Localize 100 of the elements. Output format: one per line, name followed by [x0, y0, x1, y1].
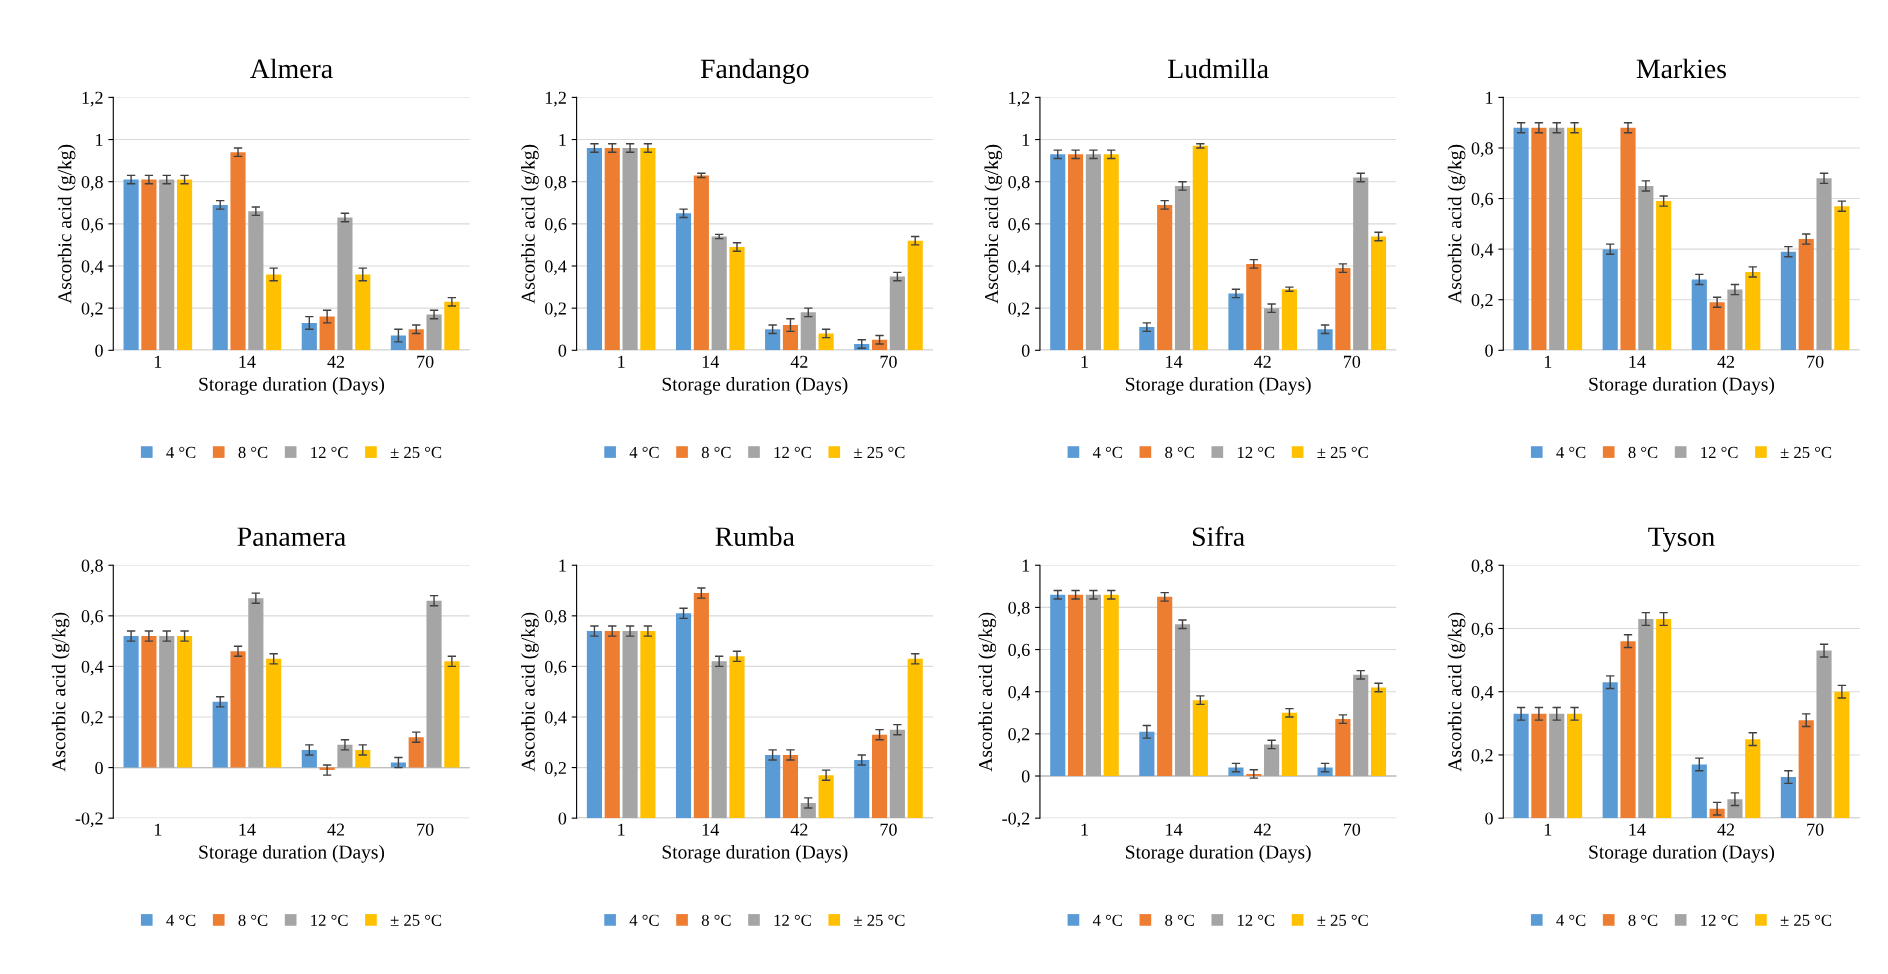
- y-tick-label: 0,8: [1471, 559, 1493, 575]
- bar: [1139, 731, 1155, 777]
- x-tick-label: 42: [1254, 355, 1271, 368]
- bar: [675, 613, 692, 819]
- bar: [176, 636, 193, 768]
- x-tick-label: 14: [702, 823, 720, 836]
- y-tick-label: 0,8: [1008, 175, 1030, 191]
- legend-label: 12 °C: [311, 914, 348, 926]
- bar: [301, 322, 317, 351]
- bar: [337, 217, 353, 351]
- x-axis-title: Storage duration (Days): [1589, 377, 1775, 395]
- y-axis-title: Ascorbic acid (g/kg): [978, 612, 997, 772]
- x-tick-label: 1: [618, 355, 625, 368]
- bar: [729, 656, 745, 819]
- legend-label: ± 25 °C: [390, 446, 442, 459]
- y-tick-label: 0: [1021, 344, 1030, 357]
- legend-label: 4 °C: [1092, 914, 1122, 926]
- bar: [1602, 682, 1618, 819]
- bar: [1085, 154, 1101, 351]
- legend-label: 4 °C: [1556, 914, 1586, 926]
- legend-label: 4 °C: [166, 446, 196, 459]
- bar: [693, 593, 709, 819]
- y-tick-label: 1: [559, 133, 566, 146]
- y-tick-label: 0,2: [545, 761, 566, 777]
- bar: [1745, 739, 1761, 819]
- legend-label: 12 °C: [1237, 914, 1275, 926]
- y-tick-label: 1: [96, 133, 103, 146]
- bar: [1691, 764, 1707, 819]
- bar: [1727, 289, 1743, 351]
- x-tick-label: 1: [1544, 823, 1552, 836]
- bar: [1549, 713, 1565, 819]
- y-tick-label: 0: [1485, 812, 1493, 825]
- legend-label: 12 °C: [774, 914, 811, 926]
- bar: [1335, 268, 1351, 351]
- bar: [230, 651, 246, 768]
- y-tick-label: 0,4: [1471, 685, 1494, 701]
- chart-title: Tyson: [1648, 527, 1715, 552]
- bar: [1566, 713, 1583, 819]
- bar: [586, 631, 602, 819]
- legend-label: 8 °C: [238, 914, 268, 926]
- bar: [248, 211, 264, 351]
- bar: [301, 749, 317, 768]
- bar: [1549, 127, 1565, 351]
- bar: [871, 734, 888, 819]
- y-tick-label: 0: [95, 344, 103, 357]
- bar: [248, 598, 264, 768]
- x-tick-label: 70: [1343, 823, 1361, 836]
- y-axis-title: Ascorbic acid (g/kg): [521, 144, 539, 304]
- bar: [141, 179, 157, 351]
- legend-label: 4 °C: [629, 914, 659, 926]
- y-tick-label: 0,8: [545, 175, 567, 191]
- bar: [355, 274, 371, 351]
- bar: [907, 658, 923, 819]
- y-tick-label: 1: [1486, 91, 1493, 104]
- bar: [1228, 293, 1244, 351]
- bar: [1174, 624, 1191, 777]
- bar: [1335, 719, 1351, 777]
- x-tick-label: 42: [790, 355, 808, 368]
- x-tick-label: 1: [1081, 355, 1088, 368]
- y-axis-title: Ascorbic acid (g/kg): [984, 144, 1003, 304]
- bar: [1727, 799, 1743, 819]
- y-tick-label: 0,2: [81, 302, 103, 318]
- legend-label: 4 °C: [166, 914, 196, 926]
- bar: [1602, 249, 1618, 351]
- bar: [1656, 619, 1672, 819]
- x-tick-label: 14: [239, 355, 256, 368]
- bar: [212, 204, 228, 351]
- bar: [889, 276, 905, 351]
- bar: [1620, 127, 1636, 351]
- legend-label: 4 °C: [1556, 446, 1586, 459]
- chart-title: Almera: [250, 58, 333, 79]
- y-tick-label: 0,8: [1471, 142, 1493, 158]
- y-axis-title: Ascorbic acid (g/kg): [1447, 612, 1466, 772]
- y-tick-label: 0: [1021, 770, 1030, 783]
- y-tick-label: 0,8: [545, 610, 567, 625]
- y-tick-label: 0,2: [1008, 302, 1030, 318]
- y-tick-label: 1: [559, 559, 566, 572]
- bar: [782, 325, 799, 351]
- y-tick-label: 0,4: [545, 260, 567, 276]
- x-tick-label: 14: [702, 355, 720, 368]
- bar: [176, 179, 193, 351]
- legend-label: 4 °C: [629, 446, 659, 459]
- bar: [426, 600, 442, 768]
- y-tick-label: 0,4: [1008, 260, 1030, 276]
- bar: [1798, 239, 1814, 351]
- bar: [408, 329, 424, 351]
- y-tick-label: 0,6: [1008, 643, 1030, 659]
- bar: [1816, 650, 1832, 819]
- x-tick-label: 1: [618, 823, 625, 836]
- bar: [711, 236, 727, 351]
- y-tick-label: 0,6: [1471, 192, 1494, 208]
- y-axis-title: Ascorbic acid (g/kg): [521, 612, 539, 772]
- y-tick-label: 0,6: [1471, 622, 1494, 638]
- y-tick-label: 0,2: [1471, 749, 1493, 764]
- bar: [1370, 687, 1387, 777]
- y-tick-label: 1,2: [1009, 91, 1030, 107]
- chart-title: Markies: [1636, 58, 1726, 79]
- chart-title: Rumba: [715, 526, 795, 547]
- bar: [1531, 713, 1547, 819]
- legend-label: 8 °C: [701, 446, 731, 459]
